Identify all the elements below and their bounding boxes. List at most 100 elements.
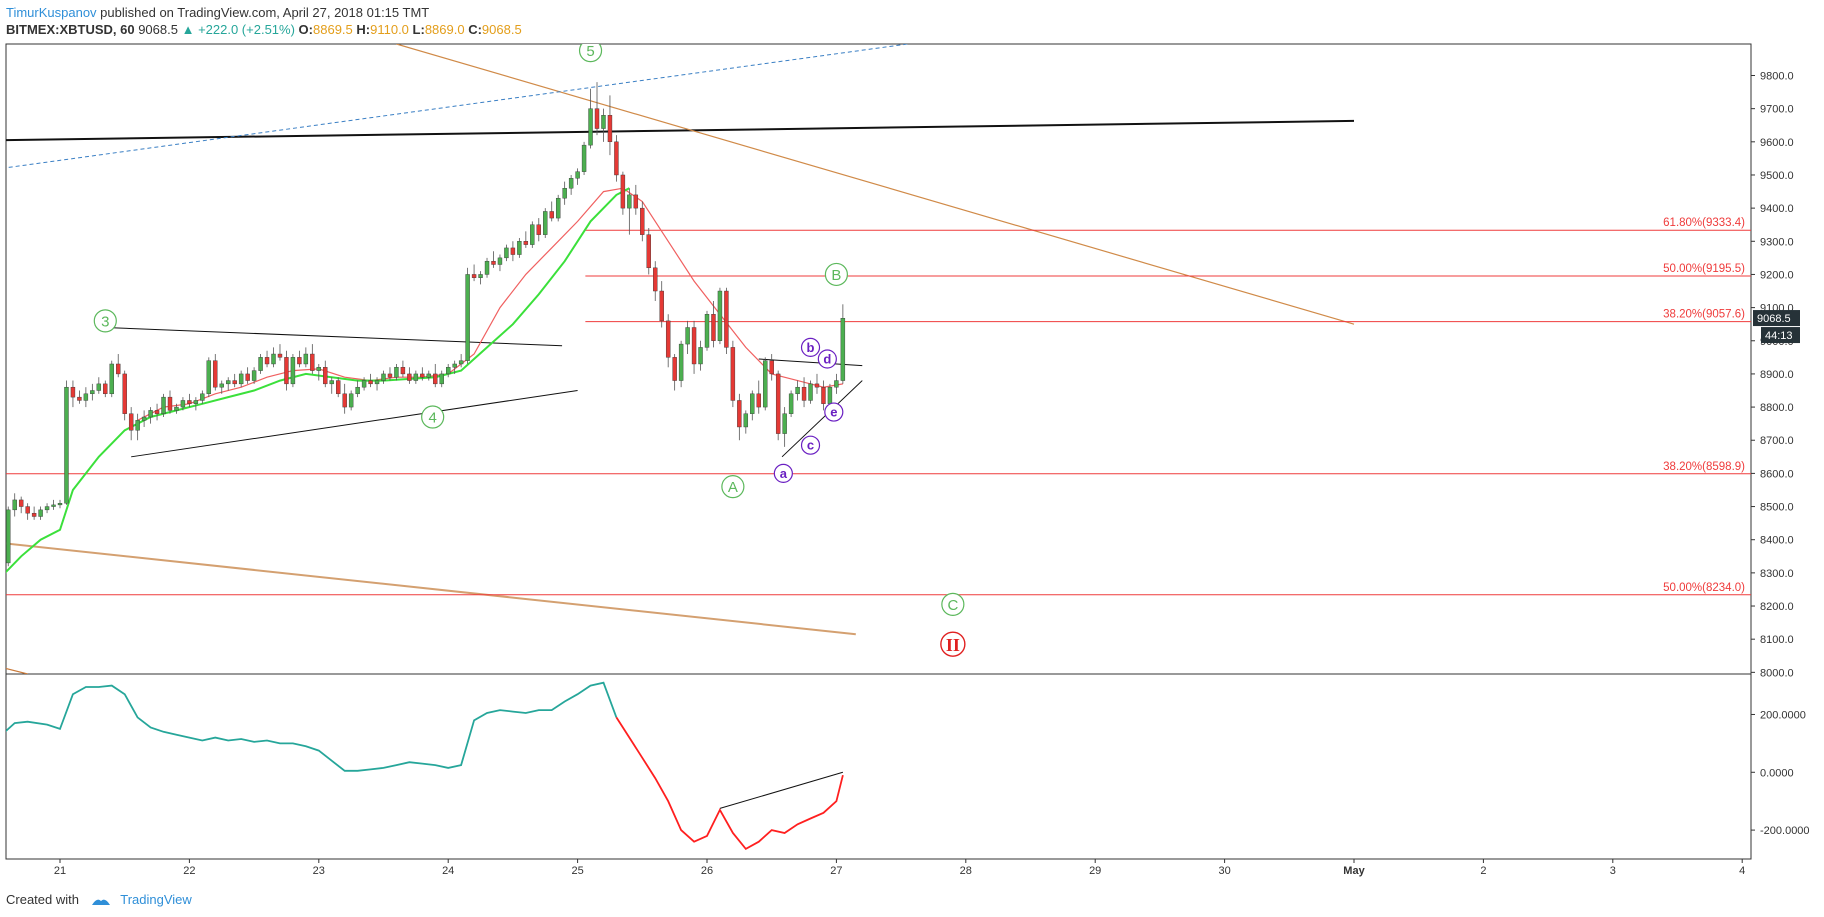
candle-body — [180, 400, 186, 408]
candle-body — [128, 413, 134, 431]
candle-body — [122, 373, 127, 414]
candle-body — [361, 380, 367, 388]
candle-body — [277, 353, 283, 358]
x-tick-label: 21 — [54, 865, 66, 877]
candle-body — [206, 360, 212, 395]
y-tick-label: 9200.0 — [1760, 269, 1794, 281]
candle-body — [814, 383, 820, 388]
candle-body — [594, 108, 600, 129]
candle-body — [575, 171, 580, 179]
candle-body — [167, 396, 173, 411]
candle-body — [161, 396, 166, 414]
x-tick-label: 26 — [701, 865, 713, 877]
candle-body — [368, 380, 373, 385]
close-value: 9068.5 — [481, 22, 522, 37]
y-tick-label: 9500.0 — [1760, 170, 1794, 182]
candle-body — [523, 241, 529, 245]
candle-body — [497, 257, 503, 265]
trend-line-tri-upper — [105, 327, 563, 347]
candle-body — [750, 393, 755, 414]
x-axis[interactable]: 21 22 23 24 25 26 27 28 29 30 May 2 3 4 — [54, 859, 1745, 877]
wave-label-circle — [824, 262, 849, 287]
symbol-name[interactable]: BITMEX:XBTUSD, 60 — [6, 22, 135, 37]
osc-y-axis[interactable]: 200.0000 0.0000 -200.0000 — [1751, 709, 1810, 837]
candle-body — [103, 383, 108, 395]
author-link[interactable]: TimurKuspanov — [6, 5, 97, 20]
osc-pane-frame — [5, 673, 1752, 860]
price-badge: 9068.5 44:13 — [1753, 310, 1800, 344]
fib-label: 50.00%(8234.0) — [1663, 582, 1745, 594]
tradingview-brand-link[interactable]: TradingView — [120, 892, 192, 907]
trend-line-orange-bottom — [6, 667, 28, 674]
candle-body — [251, 370, 257, 381]
x-tick-label: 2 — [1480, 865, 1486, 877]
candle-body — [536, 224, 541, 235]
wave-label-circle — [940, 631, 966, 657]
trend-line-flag-lower — [781, 380, 863, 458]
last-price-badge: 9068.5 — [1757, 313, 1791, 325]
osc-y-tick-label: -200.0000 — [1760, 825, 1810, 837]
candle-body — [232, 380, 237, 385]
y-tick-label: 9800.0 — [1760, 71, 1794, 83]
candle-body — [646, 234, 651, 269]
close-label: C: — [468, 22, 482, 37]
price-change: ▲ +222.0 (+2.51%) — [181, 22, 295, 37]
candle-body — [148, 410, 153, 418]
candle-body — [452, 363, 457, 368]
candle-body — [187, 400, 192, 404]
ema-green-line — [6, 187, 630, 574]
y-axis[interactable]: 9800.0 9700.0 9600.0 9500.0 9400.0 9300.0 9200… — [1751, 71, 1794, 680]
candle-body — [238, 373, 244, 385]
candle-body — [51, 504, 56, 507]
candle-body — [633, 194, 639, 209]
candle-body — [336, 380, 341, 395]
wave-label-text: II — [946, 635, 960, 655]
oscillator — [6, 681, 844, 851]
candle-body — [672, 357, 677, 381]
candle-body — [200, 393, 205, 401]
candle-body — [258, 357, 263, 371]
candle-body — [840, 318, 846, 381]
candle-body — [109, 363, 114, 395]
candle-body — [381, 373, 386, 381]
y-tick-label: 9400.0 — [1760, 203, 1794, 215]
candle-body — [698, 347, 703, 365]
candle-body — [193, 400, 199, 404]
moving-averages — [6, 187, 844, 574]
candle-body — [588, 108, 593, 146]
countdown-badge-bg — [1761, 327, 1800, 344]
x-tick-label: May — [1343, 865, 1365, 877]
fib-label: 38.20%(8598.9) — [1663, 461, 1745, 473]
fib-label: 61.80%(9333.4) — [1663, 217, 1745, 229]
candle-body — [730, 347, 736, 401]
y-tick-label: 8900.0 — [1760, 369, 1794, 381]
candle-body — [510, 247, 516, 255]
candle-body — [264, 357, 270, 365]
wave-label-circle — [800, 337, 821, 357]
candle-body — [568, 178, 574, 189]
candle-body — [756, 393, 761, 408]
candle-body — [717, 290, 723, 341]
candle-body — [90, 390, 95, 395]
candle-body — [484, 260, 490, 275]
candle-body — [31, 512, 37, 517]
wave-label-text: 5 — [586, 43, 594, 60]
wave-label-text: B — [831, 267, 841, 284]
candle-body — [834, 380, 839, 388]
y-tick-label: 8200.0 — [1760, 601, 1794, 613]
x-tick-label: 24 — [442, 865, 454, 877]
candle-body — [801, 386, 807, 401]
candle-body — [504, 247, 509, 259]
open-value: 8869.5 — [313, 22, 353, 37]
symbol-legend: BITMEX:XBTUSD, 60 9068.5 ▲ +222.0 (+2.51… — [6, 21, 522, 38]
y-tick-label: 8600.0 — [1760, 468, 1794, 480]
last-price: 9068.5 — [138, 22, 178, 37]
candle-body — [433, 373, 438, 385]
candle-body — [96, 383, 102, 391]
fib-label: 50.00%(9195.5) — [1663, 263, 1745, 275]
created-with-text: Created with — [6, 892, 79, 907]
candle-body — [581, 144, 587, 172]
trend-line-flag-upper — [758, 358, 863, 367]
x-tick-label: 25 — [571, 865, 583, 877]
